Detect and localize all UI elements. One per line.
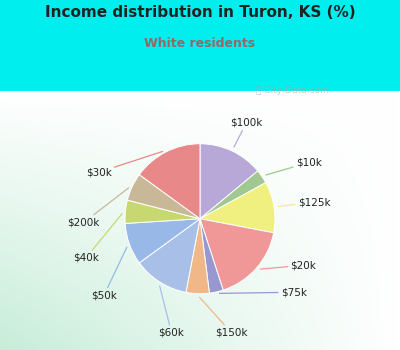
Wedge shape bbox=[200, 183, 275, 233]
Text: $75k: $75k bbox=[220, 287, 307, 297]
Text: $200k: $200k bbox=[68, 188, 128, 228]
Wedge shape bbox=[200, 144, 258, 219]
Text: $150k: $150k bbox=[200, 297, 248, 338]
Text: $125k: $125k bbox=[278, 197, 330, 207]
Text: White residents: White residents bbox=[144, 37, 256, 50]
Wedge shape bbox=[125, 200, 200, 223]
Text: $30k: $30k bbox=[86, 152, 163, 177]
Text: $20k: $20k bbox=[260, 260, 316, 270]
Wedge shape bbox=[139, 219, 200, 292]
Text: Income distribution in Turon, KS (%): Income distribution in Turon, KS (%) bbox=[45, 5, 355, 20]
Wedge shape bbox=[125, 219, 200, 263]
Wedge shape bbox=[200, 219, 223, 293]
Wedge shape bbox=[200, 219, 274, 290]
Wedge shape bbox=[200, 171, 266, 219]
Text: ⓘ City-Data.com: ⓘ City-Data.com bbox=[256, 86, 328, 95]
Text: $60k: $60k bbox=[158, 286, 184, 338]
Text: $100k: $100k bbox=[230, 118, 263, 147]
Wedge shape bbox=[139, 144, 200, 219]
Text: $40k: $40k bbox=[73, 214, 122, 263]
Wedge shape bbox=[186, 219, 209, 294]
Text: $10k: $10k bbox=[266, 158, 322, 175]
Text: $50k: $50k bbox=[91, 247, 127, 300]
Wedge shape bbox=[127, 175, 200, 219]
